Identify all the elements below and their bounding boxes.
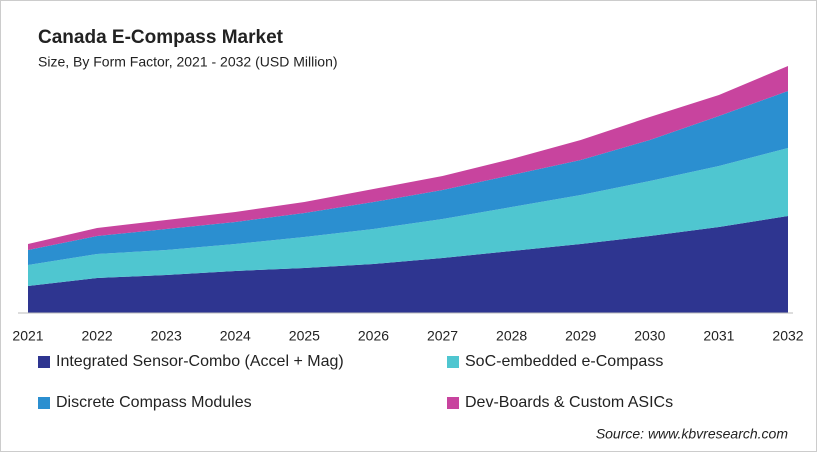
x-tick-label: 2024 xyxy=(220,328,251,344)
x-tick-label: 2029 xyxy=(565,328,596,344)
legend-swatch xyxy=(447,397,459,409)
legend-label: Dev-Boards & Custom ASICs xyxy=(465,394,673,411)
area xyxy=(28,91,788,265)
x-tick-label: 2031 xyxy=(703,328,734,344)
legend-label: Integrated Sensor-Combo (Accel + Mag) xyxy=(56,353,344,370)
area xyxy=(28,148,788,286)
x-tick-label: 2023 xyxy=(151,328,182,344)
source: Source: www.kbvresearch.com xyxy=(596,426,789,442)
x-tick-label: 2030 xyxy=(634,328,665,344)
legend-label: SoC-embedded e-Compass xyxy=(465,353,663,370)
x-tick-label: 2028 xyxy=(496,328,527,344)
legend-swatch xyxy=(38,397,50,409)
x-tick-label: 2021 xyxy=(12,328,43,344)
x-tick-label: 2022 xyxy=(82,328,113,344)
x-tick-label: 2025 xyxy=(289,328,320,344)
x-tick-label: 2027 xyxy=(427,328,458,344)
area xyxy=(28,216,788,313)
legend-swatch xyxy=(38,356,50,368)
chart-subtitle: Size, By Form Factor, 2021 - 2032 (USD M… xyxy=(38,54,338,70)
legend-label: Discrete Compass Modules xyxy=(56,394,252,411)
x-tick-label: 2026 xyxy=(358,328,389,344)
x-tick-label: 2032 xyxy=(772,328,803,344)
area xyxy=(28,66,788,250)
legend-swatch xyxy=(447,356,459,368)
chart-title: Canada E-Compass Market xyxy=(38,27,284,48)
